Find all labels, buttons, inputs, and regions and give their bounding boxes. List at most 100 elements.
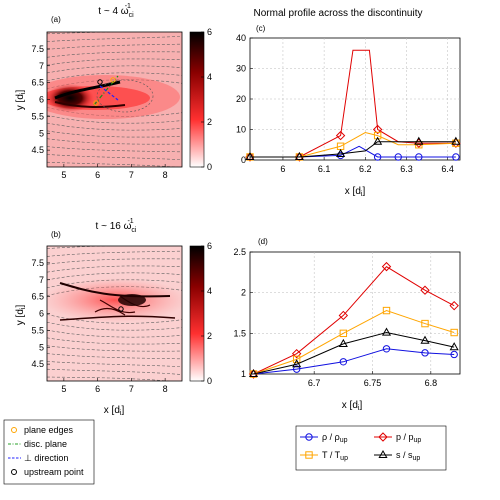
legend-label: p / pup (396, 432, 421, 444)
colorbar-tick-label: 2 (207, 331, 212, 341)
colorbar-tick-label: 2 (207, 117, 212, 127)
y-tick-label: 7 (39, 275, 44, 285)
field-line (47, 368, 182, 375)
x-tick-label: 6.1 (318, 164, 331, 174)
field-line (47, 279, 182, 289)
heatmap-b-field (42, 235, 187, 381)
panel-label-d: (d) (258, 237, 268, 246)
data-point (381, 261, 392, 272)
y-tick-label: 5.5 (31, 111, 44, 121)
field-line (47, 313, 182, 324)
data-point (381, 327, 392, 336)
data-point (449, 300, 459, 311)
data-point (372, 124, 383, 135)
y-tick-label: 30 (236, 64, 246, 74)
y-tick-label: 6 (39, 95, 44, 105)
field-line (47, 272, 182, 281)
field-line (47, 321, 182, 331)
x-tick-label: 6.2 (359, 164, 372, 174)
data-point (338, 338, 348, 347)
legend-label: disc. plane (24, 439, 67, 449)
field-line (42, 20, 187, 26)
data-point (450, 350, 458, 359)
colorbar-b (189, 245, 205, 382)
data-point (248, 368, 259, 378)
x-tick-label: 6.3 (400, 164, 413, 174)
legend-label: T / Tup (322, 450, 348, 462)
y-tick-label: 4.5 (31, 145, 44, 155)
field-line (47, 337, 182, 345)
data-point (373, 153, 382, 161)
y-tick-label: 1.5 (233, 328, 246, 338)
data-point (373, 136, 383, 145)
panel-label-c: (c) (256, 24, 266, 33)
field-line (47, 130, 182, 138)
series-line (253, 310, 455, 375)
data-point (294, 151, 304, 161)
field-line (47, 246, 113, 249)
x-tick-label: 7 (129, 170, 134, 180)
heatmap-a-cavity (96, 79, 154, 113)
figure-title: Normal profile across the discontinuity (254, 8, 423, 19)
y-tick-label: 5.5 (31, 325, 44, 335)
x-tick-label: 6.7 (308, 378, 321, 388)
data-point (292, 365, 301, 373)
field-line (42, 235, 187, 241)
data-point (294, 152, 305, 162)
panel-d: 1 1.5 2 2.5 6.7 6.75 6.8 (d) x [di] (233, 237, 461, 412)
ylabel-b: y [di] (15, 305, 27, 326)
legend-marker (305, 451, 313, 459)
legend-marker (11, 469, 17, 475)
xlabel-b: x [di] (104, 405, 125, 417)
field-line (47, 376, 171, 381)
legend-label: ⊥ direction (24, 453, 68, 463)
x-tick-label: 6.75 (364, 378, 382, 388)
panel-b-title: t ~ 16 ωci-1 (96, 218, 137, 234)
legend-marker (11, 427, 17, 433)
x-tick-label: 6.8 (425, 378, 438, 388)
heatmap-a-filament-2 (54, 101, 126, 108)
heatmap-b-dense-region (118, 294, 146, 306)
field-line (47, 43, 182, 50)
x-tick-label: 7 (129, 384, 134, 394)
x-tick-label: 6 (95, 384, 100, 394)
legend-marker (378, 432, 388, 442)
panel-label-b: (b) (51, 230, 61, 239)
heatmap-a-field (42, 20, 187, 167)
data-point (382, 306, 391, 315)
x-tick-label: 6 (280, 164, 285, 174)
plane-edge-a2 (93, 100, 99, 106)
heatmap-b-lower-front (59, 315, 176, 321)
field-line (47, 154, 182, 161)
legend-right: ρ / ρup p / pup T / Tup s / sup (295, 425, 447, 471)
colorbar-tick-label: 6 (207, 27, 212, 37)
colorbar-tick-label: 4 (207, 72, 212, 82)
xlabel-c: x [di] (345, 186, 366, 198)
field-line (47, 329, 182, 338)
field-line (47, 51, 182, 58)
field-line (47, 72, 182, 82)
field-line (47, 361, 182, 368)
data-point (394, 153, 402, 161)
y-tick-label: 6 (39, 309, 44, 319)
legend-marker (378, 449, 388, 459)
data-point (335, 130, 346, 141)
x-tick-label: 5 (61, 170, 66, 180)
field-line (47, 138, 182, 145)
field-line (47, 345, 182, 352)
panel-label-a: (a) (51, 15, 61, 24)
field-line (47, 122, 182, 131)
y-tick-label: 7.5 (31, 44, 44, 54)
field-line (47, 35, 182, 42)
x-tick-label: 5 (61, 384, 66, 394)
y-tick-label: 20 (236, 94, 246, 104)
y-tick-label: 7 (39, 61, 44, 71)
data-point (382, 345, 391, 353)
colorbar-a (189, 31, 205, 168)
data-point (420, 285, 430, 295)
field-line (47, 250, 182, 257)
y-tick-label: 2.5 (233, 247, 246, 257)
data-point (339, 358, 348, 366)
data-point (452, 153, 460, 161)
